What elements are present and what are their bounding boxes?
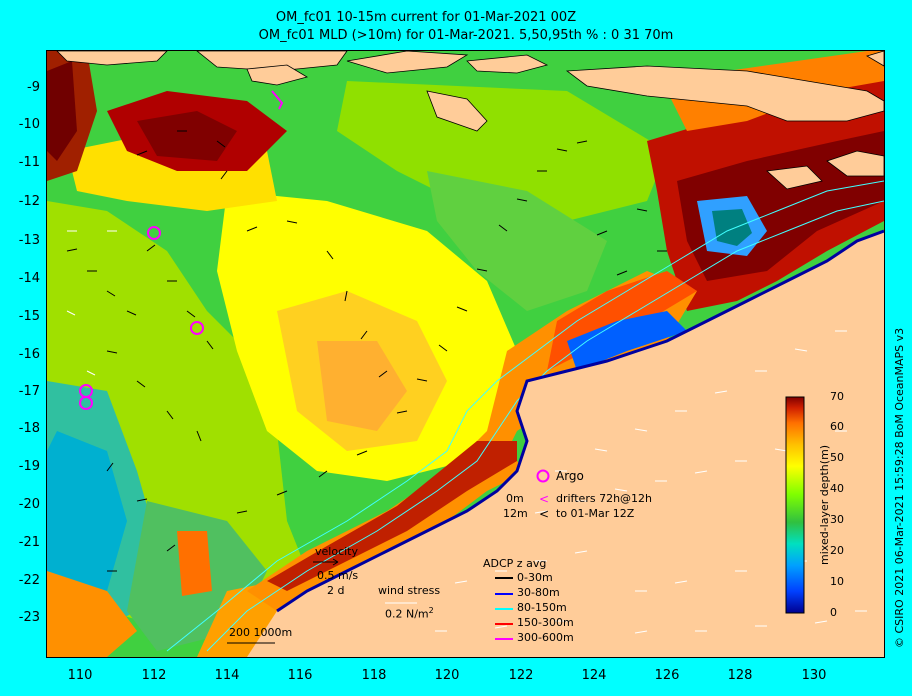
y-label: -13 — [18, 233, 40, 248]
velocity-legend-title: velocity — [315, 545, 358, 558]
x-label: 110 — [67, 668, 93, 683]
y-label: -19 — [18, 459, 40, 474]
y-label: -9 — [27, 80, 40, 95]
adcp-legend-title: ADCP z avg — [483, 557, 547, 570]
credit-text: © CSIRO 2021 06-Mar-2021 15:59:28 BoM Oc… — [893, 327, 906, 648]
adcp-item-80-150: 80-150m — [517, 601, 567, 614]
adcp-item-0-30: 0-30m — [517, 571, 553, 584]
y-label: -17 — [18, 384, 40, 399]
map-title-line1: OM_fc01 10-15m current for 01-Mar-2021 0… — [275, 10, 577, 25]
drifter-track — [271, 90, 284, 110]
y-label: -14 — [18, 271, 40, 286]
colorbar-tick: 0 — [830, 606, 837, 619]
argo-float — [147, 226, 161, 240]
velocity-arrowhead — [332, 558, 339, 566]
y-label: -15 — [18, 309, 40, 324]
colorbar-tick: 40 — [830, 482, 844, 495]
colorbar-tick: 10 — [830, 575, 844, 588]
map-panel[interactable]: < < — [46, 50, 885, 658]
argo-legend-symbol — [536, 469, 550, 483]
adcp-item-150-300: 150-300m — [517, 616, 574, 629]
x-label: 130 — [801, 668, 827, 683]
wind-legend-scale: 0.2 N/m2 — [385, 606, 434, 621]
velocity-legend-scale: 0.5 m/s — [317, 569, 359, 582]
wind-vectors — [66, 230, 867, 634]
y-label: -23 — [18, 610, 40, 625]
drifter-depth-0: 0m — [506, 492, 524, 505]
wind-legend-title: wind stress — [378, 584, 441, 597]
islands — [56, 50, 885, 190]
adcp-item-30-80: 30-80m — [517, 586, 560, 599]
y-label: -22 — [18, 573, 40, 588]
colorbar — [785, 396, 805, 614]
colorbar-tick: 50 — [830, 451, 844, 464]
adcp-item-300-600: 300-600m — [517, 631, 574, 644]
velocity-legend-days: 2 d — [327, 584, 345, 597]
drifter-arrow-black: < — [539, 507, 549, 521]
colorbar-tick: 60 — [830, 420, 844, 433]
drifter-depth-12: 12m — [503, 507, 528, 520]
x-label: 128 — [727, 668, 753, 683]
x-label: 112 — [141, 668, 167, 683]
y-label: -18 — [18, 421, 40, 436]
y-label: -21 — [18, 535, 40, 550]
x-label: 120 — [434, 668, 460, 683]
drifter-arrow-magenta: < — [539, 492, 549, 506]
argo-markers — [79, 226, 204, 410]
adcp-legend-lines — [495, 577, 513, 640]
colorbar-tick: 70 — [830, 390, 844, 403]
wind-legend-exponent: 2 — [428, 606, 434, 615]
coast-fringe — [276, 229, 885, 613]
drifter-legend-desc1: drifters 72h@12h — [556, 492, 653, 505]
map-title-line2: OM_fc01 MLD (>10m) for 01-Mar-2021. 5,50… — [258, 28, 674, 43]
x-label: 114 — [214, 668, 240, 683]
mld-map: < < — [47, 50, 885, 657]
y-label: -12 — [18, 194, 40, 209]
y-label: -16 — [18, 347, 40, 362]
current-vectors — [66, 130, 667, 572]
colorbar-tick: 30 — [830, 513, 844, 526]
y-label: -10 — [18, 117, 40, 132]
colorbar-tick: 20 — [830, 544, 844, 557]
argo-float — [190, 321, 204, 335]
land-australia — [247, 231, 884, 657]
x-label: 124 — [581, 668, 607, 683]
colorbar-title: mixed-layer depth(m) — [818, 444, 831, 565]
x-label: 122 — [508, 668, 534, 683]
argo-float — [79, 396, 93, 410]
y-label: -20 — [18, 497, 40, 512]
x-label: 116 — [287, 668, 313, 683]
argo-legend-label: Argo — [556, 469, 584, 483]
scale-bar-label: 200 1000m — [229, 626, 293, 639]
mld-field — [47, 51, 884, 657]
x-label: 118 — [361, 668, 387, 683]
isobath-1000m — [166, 180, 885, 652]
y-label: -11 — [18, 155, 40, 170]
drifter-legend-desc2: to 01-Mar 12Z — [556, 507, 635, 520]
x-label: 126 — [654, 668, 680, 683]
